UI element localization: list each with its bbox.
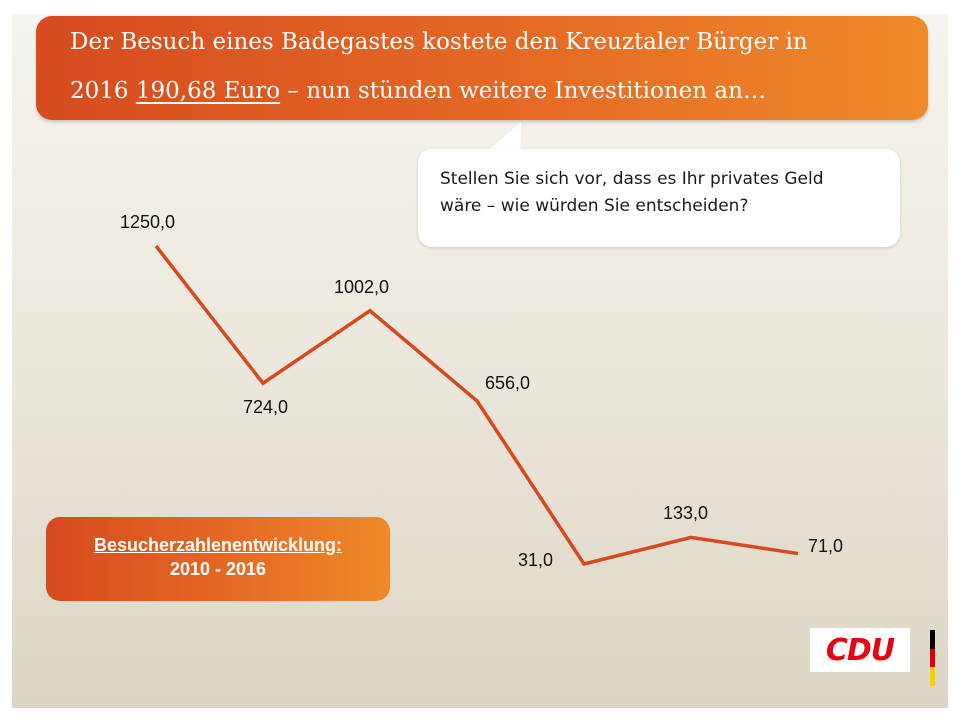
data-label: 1250,0 <box>120 212 176 232</box>
data-label: 31,0 <box>518 550 554 570</box>
headline-line-1: Der Besuch eines Badegastes kostete den … <box>70 29 808 55</box>
data-label: 1002,0 <box>334 276 390 297</box>
cdu-logo: CDU <box>810 628 910 672</box>
cdu-logo-text: CDU <box>825 632 895 668</box>
headline-line-2: 2016 190,68 Euro – nun stünden weitere I… <box>70 67 910 116</box>
speech-bubble-line-1: Stellen Sie sich vor, dass es Ihr privat… <box>440 169 824 189</box>
series-line <box>154 244 799 566</box>
data-label: 133,0 <box>663 503 709 524</box>
chart-caption-years: 2010 - 2016 <box>169 559 267 579</box>
headline-year: 2016 <box>70 78 136 104</box>
chart-caption-box: Besucherzahlenentwicklung: 2010 - 2016 <box>46 517 390 601</box>
data-label: 656,0 <box>485 372 531 393</box>
headline-amount: 190,68 Euro <box>135 78 281 104</box>
data-label: 724,0 <box>243 397 289 418</box>
data-label: 71,0 <box>808 535 844 556</box>
headline-banner: Der Besuch eines Badegastes kostete den … <box>36 16 928 120</box>
flag-red <box>930 648 935 668</box>
speech-bubble: Stellen Sie sich vor, dass es Ihr privat… <box>418 149 900 247</box>
chart-caption-title: Besucherzahlenentwicklung: <box>93 535 343 555</box>
headline-tail: – nun stünden weitere Investitionen an… <box>280 78 766 104</box>
german-flag-stripe <box>930 630 935 686</box>
flag-black <box>930 630 935 649</box>
speech-bubble-line-2: wäre – wie würden Sie entscheiden? <box>440 196 749 216</box>
flag-gold <box>930 667 935 686</box>
